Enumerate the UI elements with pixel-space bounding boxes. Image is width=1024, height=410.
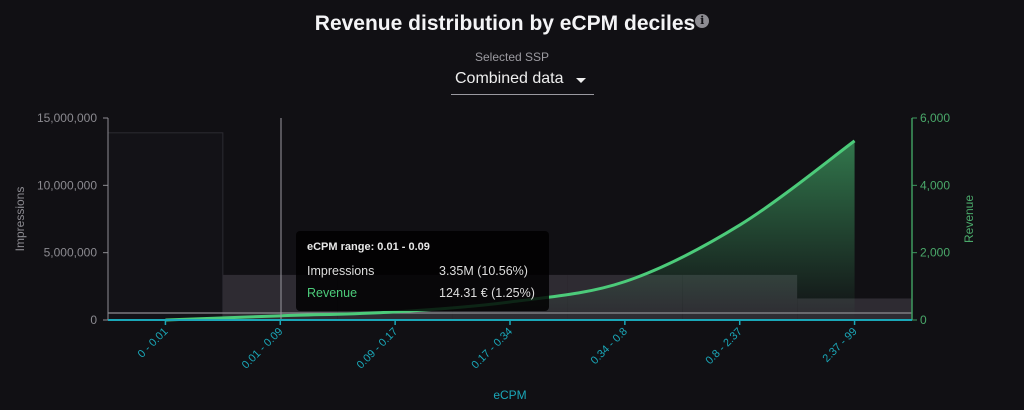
info-icon[interactable]: i <box>695 14 710 28</box>
tooltip-impressions-label: Impressions <box>307 264 375 278</box>
y-right-tick-label: 2,000 <box>920 246 950 260</box>
tooltip-title: eCPM range: 0.01 - 0.09 <box>307 241 430 253</box>
impressions-bar[interactable] <box>107 132 224 321</box>
tooltip-revenue-value: 124.31 € (1.25%) <box>439 286 535 300</box>
y-right-tick-label: 4,000 <box>920 178 950 192</box>
y-axis-label-left: Impressions <box>13 187 27 252</box>
x-tick-label: 0.09 - 0.17 <box>355 326 401 372</box>
x-tick-label: 0.8 - 2.37 <box>703 326 744 367</box>
y-left-tick-label: 15,000,000 <box>37 111 97 125</box>
x-tick-label: 0.01 - 0.09 <box>240 326 286 372</box>
y-left-tick-label: 10,000,000 <box>37 178 97 192</box>
ssp-dropdown[interactable]: Combined data <box>451 67 594 95</box>
x-tick-label: 0 - 0.01 <box>136 326 171 361</box>
chevron-down-icon <box>576 78 586 83</box>
y-left-tick-label: 0 <box>90 313 97 327</box>
tooltip-impressions-value: 3.35M (10.56%) <box>439 264 528 278</box>
y-right-tick-label: 0 <box>920 313 927 327</box>
tooltip: eCPM range: 0.01 - 0.09 Impressions 3.35… <box>296 231 549 311</box>
revenue-area <box>165 140 855 320</box>
chart-title: Revenue distribution by eCPM deciles i <box>0 12 1024 36</box>
ssp-label: Selected SSP <box>474 50 550 64</box>
tooltip-revenue-label: Revenue <box>307 286 358 300</box>
x-tick-label: 2.37 - 99 <box>821 326 860 365</box>
x-axis-label: eCPM <box>493 388 526 402</box>
y-axis-label-right: Revenue <box>962 195 976 243</box>
ssp-dropdown-value: Combined data <box>455 70 564 87</box>
x-tick-label: 0.17 - 0.34 <box>469 326 515 372</box>
x-tick-label: 0.34 - 0.8 <box>589 326 630 367</box>
y-right-tick-label: 6,000 <box>920 111 950 125</box>
y-left-tick-label: 5,000,000 <box>44 246 98 260</box>
